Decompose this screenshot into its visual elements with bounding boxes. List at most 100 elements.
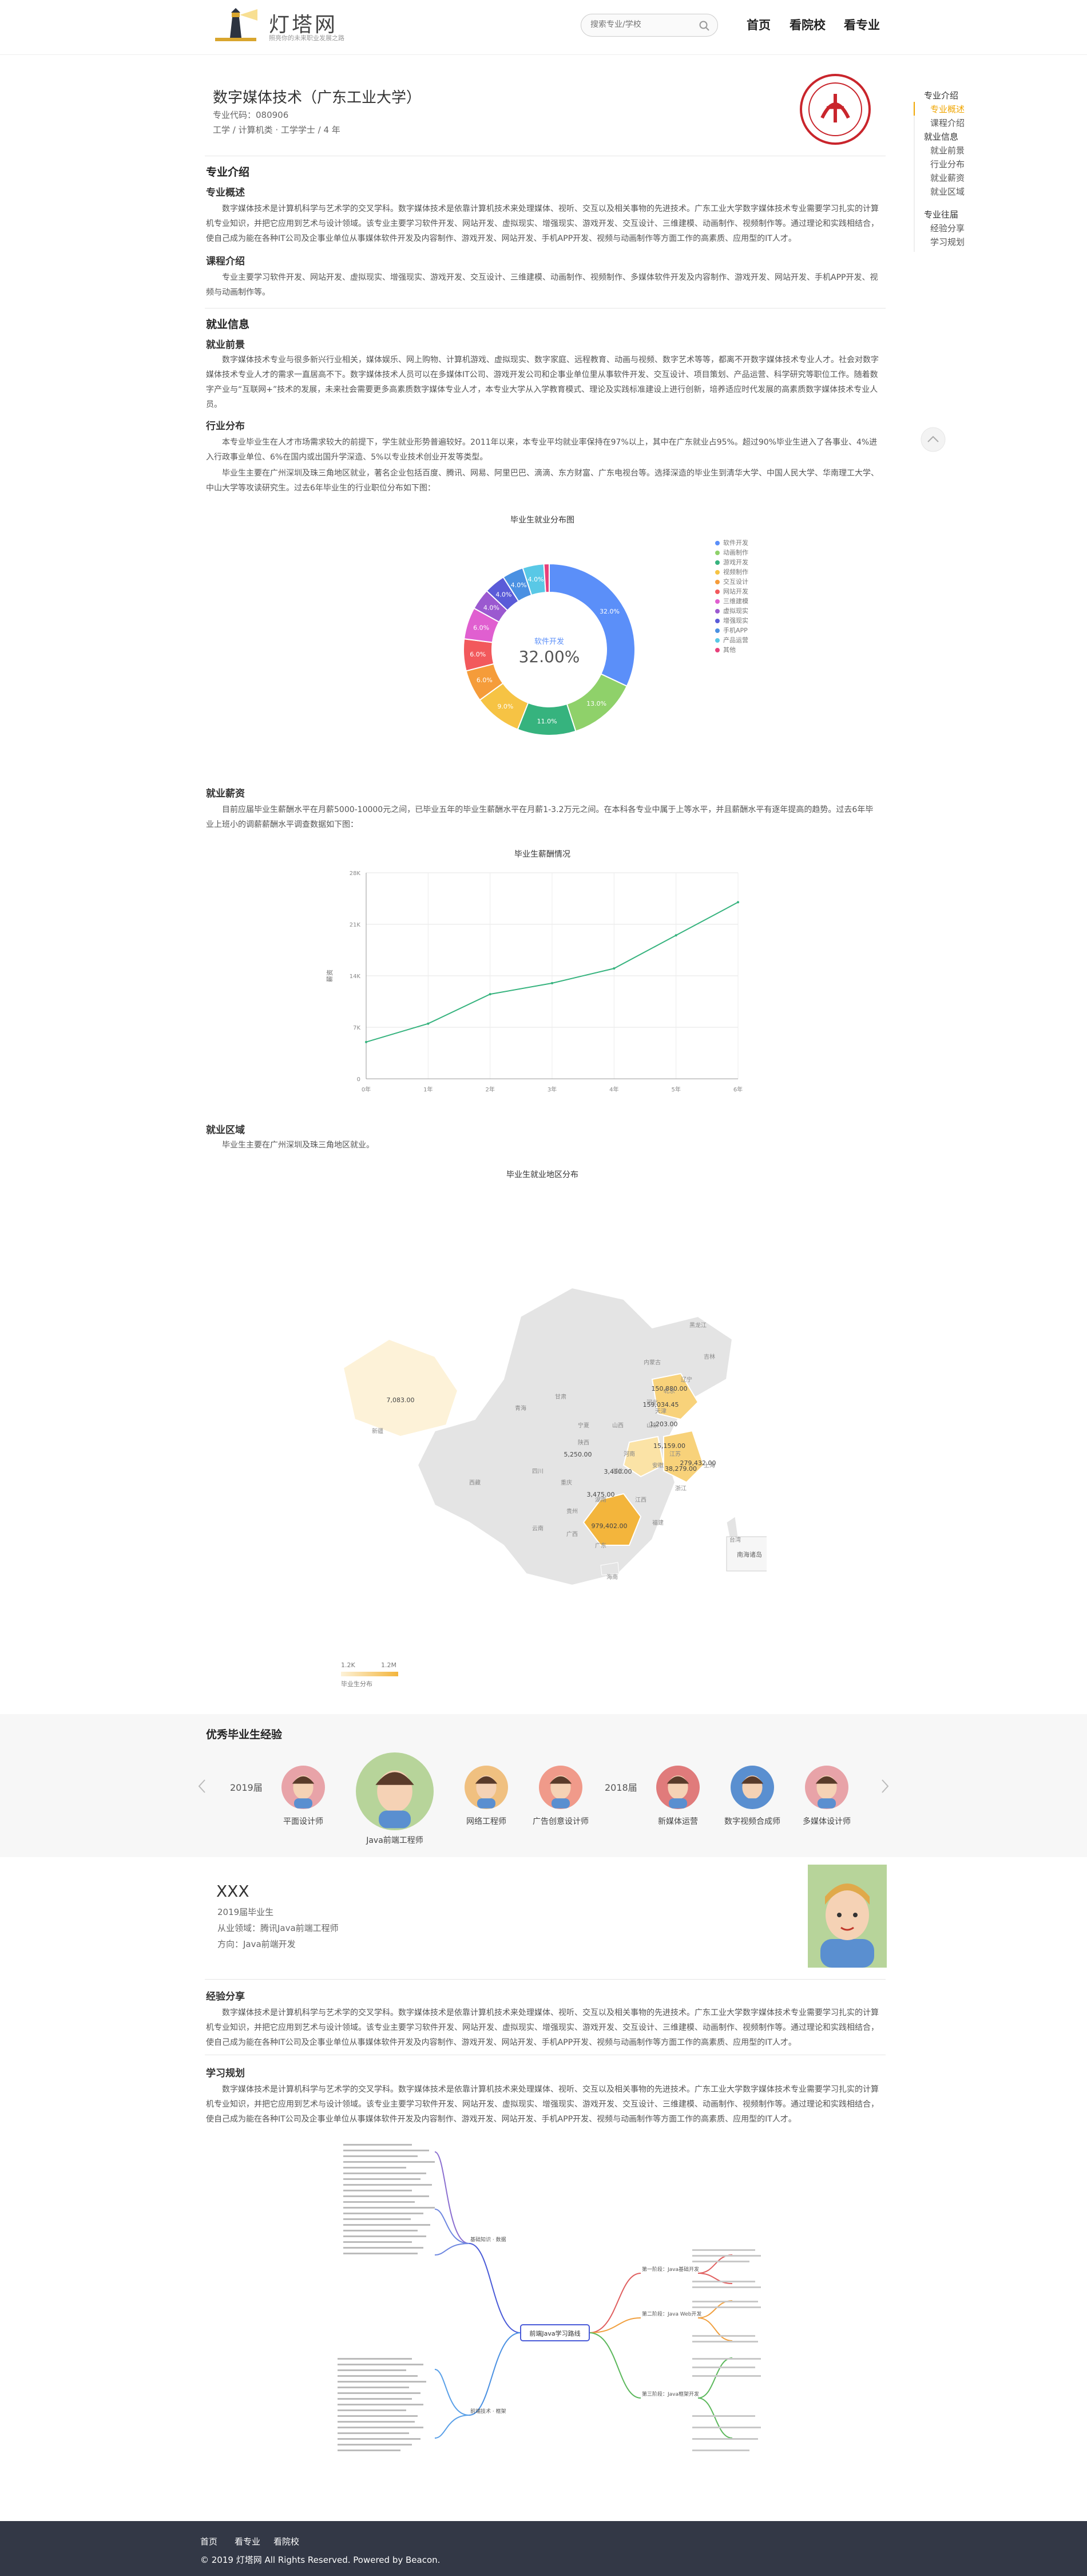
- graduate-avatar[interactable]: [463, 1764, 509, 1810]
- rightnav-intro[interactable]: 专业介绍: [924, 90, 959, 101]
- site-logo-text[interactable]: 灯塔网: [269, 13, 338, 37]
- pie-legend-item[interactable]: 增强现实: [715, 616, 748, 625]
- province-label: 山东: [646, 1422, 658, 1429]
- salary-point[interactable]: [551, 982, 553, 984]
- map-visual-range-bar[interactable]: [341, 1672, 398, 1676]
- rightnav-experience[interactable]: 经验分享: [930, 223, 965, 234]
- graduate-card[interactable]: [463, 1764, 509, 1810]
- map-value-label: 5,250.00: [564, 1451, 592, 1458]
- china-employment-map: 南海诸岛 7,083.00 979,402.00 150,880.00 159,034…: [342, 1287, 767, 1586]
- salary-point[interactable]: [675, 934, 677, 937]
- graduate-title: 新媒体运营: [658, 1817, 698, 1826]
- footer-link-home[interactable]: 首页: [200, 2537, 218, 2547]
- footer-link-majors[interactable]: 看专业: [235, 2537, 261, 2547]
- pie-legend-item[interactable]: 产品运营: [715, 635, 748, 644]
- rightnav-salary[interactable]: 就业薪资: [930, 173, 965, 183]
- search-icon[interactable]: [699, 21, 709, 31]
- province-label: 江苏: [669, 1450, 681, 1458]
- salary-line-chart: 0 7K 14K 21K 28K 0年 1年 2年 3年 4年 5年 6年 薪资: [326, 870, 743, 1093]
- province-label: 广西: [566, 1531, 578, 1538]
- pie-legend-item[interactable]: 其他: [715, 645, 736, 654]
- province-label: 四川: [532, 1469, 544, 1475]
- pie-legend-item[interactable]: 虚拟现实: [715, 606, 748, 615]
- province-label: 北京: [664, 1387, 675, 1395]
- salary-point[interactable]: [365, 1040, 367, 1043]
- pie-legend-item[interactable]: 游戏开发: [715, 557, 748, 567]
- pie-legend-item[interactable]: 动画制作: [715, 548, 748, 557]
- province-label: 河南: [624, 1450, 635, 1458]
- nav-majors[interactable]: 看专业: [844, 18, 880, 32]
- rightnav-plan[interactable]: 学习规划: [930, 237, 965, 247]
- south-sea-label: 南海诸岛: [737, 1550, 762, 1558]
- graduate-avatar[interactable]: [355, 1751, 435, 1831]
- pie-chart-title: 毕业生就业分布图: [510, 516, 574, 525]
- pie-legend-item[interactable]: 视频制作: [715, 567, 748, 576]
- x-tick-label: 2年: [485, 1086, 494, 1093]
- province-label: 山西: [612, 1422, 624, 1429]
- overview-text: 数字媒体技术是计算机科学与艺术学的交叉学科。数字媒体技术是依靠计算机技术来处理媒…: [206, 204, 879, 243]
- province-label: 上海: [704, 1462, 715, 1469]
- year-2018[interactable]: 2018届: [605, 1782, 637, 1793]
- graduate-card[interactable]: [729, 1764, 775, 1810]
- year-2019[interactable]: 2019届: [230, 1782, 263, 1793]
- graduate-avatar[interactable]: [538, 1764, 584, 1810]
- province-label: 湖北: [612, 1468, 624, 1475]
- graduate-card[interactable]: [280, 1764, 326, 1810]
- graduate-card[interactable]: [804, 1764, 850, 1810]
- pie-slice[interactable]: [549, 563, 636, 687]
- rightnav-course[interactable]: 课程介绍: [930, 118, 965, 128]
- province-label: 浙江: [675, 1485, 687, 1492]
- x-tick-label: 1年: [423, 1086, 433, 1093]
- pie-slice-label: 6.0%: [473, 624, 489, 631]
- map-value-label: 7,083.00: [387, 1396, 415, 1404]
- map-value-label: 3,450.00: [604, 1468, 632, 1475]
- mindmap-left-notes: [338, 2144, 435, 2451]
- rightnav-prospect[interactable]: 就业前景: [930, 145, 965, 156]
- nav-schools[interactable]: 看院校: [790, 18, 826, 32]
- carousel-next-icon[interactable]: [879, 1778, 890, 1795]
- salary-point[interactable]: [613, 967, 616, 970]
- graduate-card[interactable]: [355, 1751, 435, 1831]
- province-label: 内蒙古: [644, 1359, 661, 1366]
- carousel-prev-icon[interactable]: [197, 1778, 208, 1795]
- lighthouse-logo-icon[interactable]: [213, 5, 259, 48]
- rightnav-industry[interactable]: 行业分布: [930, 159, 965, 169]
- salary-point[interactable]: [737, 901, 739, 904]
- map-value-label: 150,880.00: [652, 1385, 688, 1392]
- graduate-profile-name: XXX: [216, 1882, 249, 1901]
- back-to-top-icon[interactable]: [920, 426, 946, 453]
- salary-point[interactable]: [489, 993, 491, 996]
- graduate-avatar[interactable]: [280, 1764, 326, 1810]
- graduate-card[interactable]: [655, 1764, 701, 1810]
- graduate-avatar[interactable]: [729, 1764, 775, 1810]
- pie-legend-item[interactable]: 软件开发: [715, 538, 748, 547]
- footer-link-schools[interactable]: 看院校: [273, 2537, 300, 2547]
- province-label: 甘肃: [555, 1393, 566, 1400]
- graduate-avatar[interactable]: [655, 1764, 701, 1810]
- salary-point[interactable]: [427, 1022, 430, 1025]
- pie-legend-item[interactable]: 网站开发: [715, 587, 748, 596]
- pie-legend-item[interactable]: 手机APP: [715, 626, 748, 635]
- graduate-title: 多媒体设计师: [803, 1817, 851, 1826]
- rightnav-overview[interactable]: 专业概述: [930, 104, 965, 114]
- search-input[interactable]: [590, 20, 693, 29]
- xinjiang-region: [342, 1338, 459, 1438]
- province-label: 江西: [635, 1497, 646, 1503]
- rightnav-region[interactable]: 就业区域: [930, 187, 965, 197]
- graduate-profile-year: 2019届毕业生: [217, 1907, 274, 1917]
- graduates-heading: 优秀毕业生经验: [206, 1728, 283, 1741]
- graduate-card[interactable]: [538, 1764, 584, 1810]
- pie-slice-label: 4.0%: [483, 604, 499, 612]
- rightnav-alumni[interactable]: 专业往届: [924, 209, 959, 220]
- nav-home[interactable]: 首页: [747, 18, 771, 32]
- pie-legend-item[interactable]: 交互设计: [715, 577, 748, 586]
- pie-slice[interactable]: [543, 563, 550, 593]
- map-range-min: 1.2K: [341, 1661, 355, 1669]
- graduate-title: 平面设计师: [283, 1817, 323, 1826]
- mindmap-right-node-2: 第二阶段：Java Web开发: [642, 2310, 702, 2317]
- search-box[interactable]: [581, 14, 718, 37]
- pie-legend-item[interactable]: 三维建模: [715, 596, 748, 606]
- graduate-avatar[interactable]: [804, 1764, 850, 1810]
- rightnav-employment[interactable]: 就业信息: [924, 132, 959, 142]
- right-nav-active-marker: [914, 102, 915, 116]
